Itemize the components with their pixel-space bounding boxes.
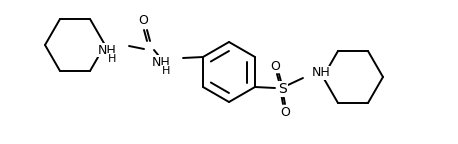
Text: O: O [270,59,280,72]
Text: O: O [138,15,148,28]
Text: S: S [278,82,287,96]
Text: H: H [108,54,116,64]
Text: NH: NH [97,43,116,56]
Text: H: H [162,66,170,76]
Text: NH: NH [151,55,170,69]
Text: O: O [280,106,290,119]
Text: NH: NH [312,67,331,79]
